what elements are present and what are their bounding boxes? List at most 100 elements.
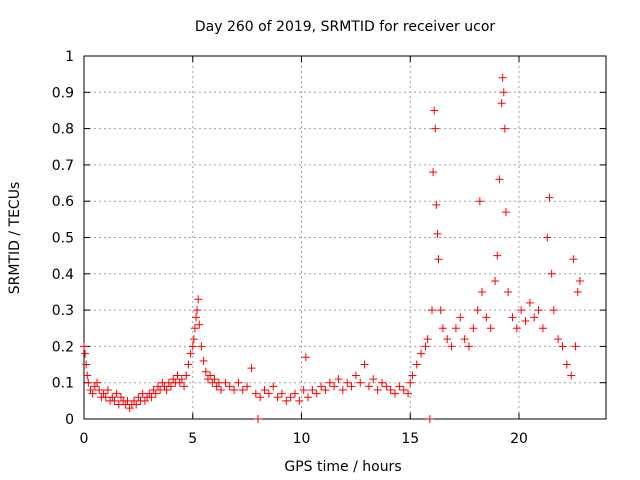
data-point [234, 378, 243, 387]
data-point [175, 378, 184, 387]
data-point [189, 335, 198, 344]
data-point [373, 385, 382, 394]
data-point [433, 229, 442, 238]
y-tick-label: 0.9 [52, 85, 74, 101]
data-point [295, 396, 304, 405]
data-point [186, 349, 195, 358]
data-point [282, 396, 291, 405]
data-point [508, 313, 517, 322]
x-tick-label: 10 [293, 431, 311, 447]
y-tick-label: 0.4 [52, 267, 74, 283]
data-point [192, 313, 201, 322]
data-point [308, 385, 317, 394]
data-point [197, 342, 206, 351]
data-point [277, 389, 286, 398]
data-point [451, 324, 460, 333]
y-tick-label: 0.3 [52, 303, 74, 319]
y-tick-label: 0.1 [52, 376, 74, 392]
data-point [190, 324, 199, 333]
data-point [547, 269, 556, 278]
data-point [199, 356, 208, 365]
data-point [521, 316, 530, 325]
data-point [417, 349, 426, 358]
data-point [132, 400, 141, 409]
data-point [404, 389, 413, 398]
data-point [230, 385, 239, 394]
data-point [364, 382, 373, 391]
data-point [330, 382, 339, 391]
data-point [264, 389, 273, 398]
data-point [475, 197, 484, 206]
data-point [525, 298, 534, 307]
data-point [82, 360, 91, 369]
data-point [456, 313, 465, 322]
data-point [558, 342, 567, 351]
data-point [491, 277, 500, 286]
y-tick-label: 0.8 [52, 122, 74, 138]
data-point [447, 342, 456, 351]
data-point [386, 385, 395, 394]
data-point [421, 342, 430, 351]
data-point [430, 106, 439, 115]
y-tick-label: 1 [65, 49, 74, 65]
data-point [391, 389, 400, 398]
data-point [193, 306, 202, 315]
data-point [562, 360, 571, 369]
data-point [408, 371, 417, 380]
data-point [110, 396, 119, 405]
data-point [469, 324, 478, 333]
data-point [99, 389, 108, 398]
data-point [431, 124, 440, 133]
data-point [173, 371, 182, 380]
data-point [567, 371, 576, 380]
x-tick-label: 5 [188, 431, 197, 447]
data-point [501, 208, 510, 217]
data-point [88, 389, 97, 398]
data-point [312, 389, 321, 398]
data-point [182, 371, 191, 380]
data-point [429, 168, 438, 177]
data-point [369, 375, 378, 384]
data-point [351, 371, 360, 380]
data-point [167, 382, 175, 391]
data-point [571, 342, 580, 351]
data-point [498, 73, 507, 82]
data-point [497, 99, 506, 108]
y-tick-label: 0.6 [52, 194, 74, 210]
data-point [554, 335, 563, 344]
data-point [83, 371, 92, 380]
data-point [412, 360, 421, 369]
chart-title: Day 260 of 2019, SRMTID for receiver uco… [195, 19, 496, 35]
data-point [569, 255, 578, 264]
data-point [438, 324, 447, 333]
data-point [504, 287, 513, 296]
data-point [432, 200, 441, 209]
data-point [177, 375, 186, 384]
data-point [188, 342, 197, 351]
data-point [549, 306, 558, 315]
data-point [382, 382, 391, 391]
x-tick-label: 20 [510, 431, 528, 447]
data-point [90, 382, 99, 391]
data-point [460, 335, 469, 344]
data-point [84, 378, 93, 387]
data-point [406, 378, 415, 387]
data-point [530, 313, 539, 322]
data-point [134, 393, 143, 402]
data-point [428, 306, 436, 315]
data-point [517, 306, 526, 315]
data-point [377, 378, 386, 387]
data-point [321, 385, 330, 394]
points-layer [80, 73, 584, 423]
data-point [545, 193, 554, 202]
y-tick-label: 0.7 [52, 158, 74, 174]
data-point [103, 385, 112, 394]
x-tick-label: 15 [401, 431, 419, 447]
data-point [184, 360, 193, 369]
data-point [81, 349, 90, 358]
grid-layer [84, 56, 606, 419]
data-point [338, 385, 347, 394]
data-point [247, 364, 256, 373]
data-point [473, 306, 482, 315]
data-point [360, 360, 369, 369]
